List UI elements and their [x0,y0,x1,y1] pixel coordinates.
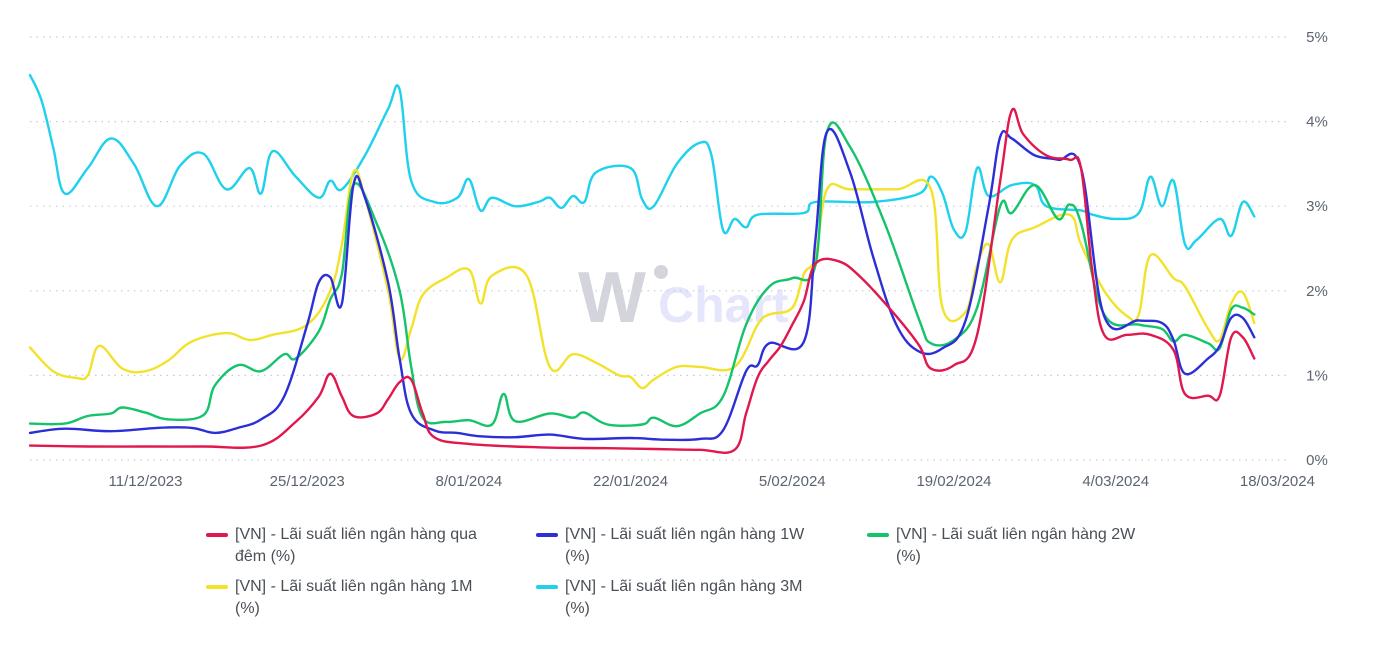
series-2w-line[interactable] [28,121,1256,428]
watermark-text: Chart [658,277,789,333]
legend-label-2w-unit: (%) [896,548,921,565]
series-3m-line[interactable] [28,73,1256,251]
legend-label-overnight: [VN] - Lãi suất liên ngân hàng qua [235,526,477,543]
series-lines [28,73,1256,454]
x-tick-label: 22/01/2024 [593,473,668,490]
y-tick-label: 2% [1306,283,1328,300]
legend-label-overnight-unit: đêm (%) [235,548,296,565]
y-tick-label: 3% [1306,198,1328,215]
x-tick-label: 18/03/2024 [1240,473,1315,490]
legend-swatch-2w [867,533,889,537]
x-tick-label: 5/02/2024 [759,473,826,490]
watermark-w: W [578,258,646,338]
gridlines [30,36,1290,461]
x-tick-label: 11/12/2023 [109,473,183,490]
legend-item-3m[interactable]: [VN] - Lãi suất liên ngân hàng 3M (%) [530,576,840,620]
y-tick-label: 4% [1306,114,1328,131]
x-axis-ticks: 11/12/2023 25/12/2023 8/01/2024 22/01/2024 5… [109,473,1315,490]
legend-item-2w[interactable]: [VN] - Lãi suất liên ngân hàng 2W (%) [861,524,1171,568]
legend-item-1m[interactable]: [VN] - Lãi suất liên ngân hàng 1M (%) [200,576,510,620]
legend-label-1m-unit: (%) [235,600,260,617]
legend-item-overnight[interactable]: [VN] - Lãi suất liên ngân hàng qua đêm (… [200,524,510,568]
series-1m-line[interactable] [28,168,1256,390]
legend-item-1w[interactable]: [VN] - Lãi suất liên ngân hàng 1W (%) [530,524,840,568]
y-tick-label: 1% [1306,367,1328,384]
legend-label-3m-unit: (%) [565,600,590,617]
series-1w-line[interactable] [28,128,1256,442]
x-tick-label: 25/12/2023 [270,473,345,490]
watermark-dot [654,265,668,279]
x-tick-label: 19/02/2024 [916,473,991,490]
legend-label-1w-unit: (%) [565,548,590,565]
legend-swatch-1m [206,585,228,589]
legend-swatch-overnight [206,533,228,537]
y-axis-ticks: 5% 4% 3% 2% 1% 0% [1306,29,1328,469]
legend-label-2w: [VN] - Lãi suất liên ngân hàng 2W [896,526,1136,543]
series-overnight-line[interactable] [28,107,1256,454]
y-tick-label: 5% [1306,29,1328,46]
legend-label-3m: [VN] - Lãi suất liên ngân hàng 3M [565,578,803,595]
legend-label-1w: [VN] - Lãi suất liên ngân hàng 1W [565,526,805,543]
x-tick-label: 8/01/2024 [436,473,503,490]
y-tick-label: 0% [1306,452,1328,469]
x-tick-label: 4/03/2024 [1082,473,1149,490]
wichart-watermark: W Chart [578,258,789,338]
legend-swatch-3m [536,585,558,589]
legend-label-1m: [VN] - Lãi suất liên ngân hàng 1M [235,578,473,595]
legend-swatch-1w [536,533,558,537]
